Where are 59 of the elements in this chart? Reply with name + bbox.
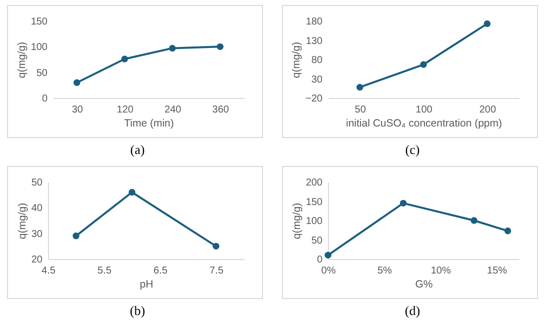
text: (c) (404, 142, 421, 158)
x-tick-label: 5% (377, 266, 392, 276)
point (420, 61, 427, 68)
point (504, 228, 512, 234)
y-tick-label: 0 (316, 254, 323, 266)
y-tick-label: 150 (306, 196, 323, 208)
y-tick-label: 30 (31, 228, 43, 240)
x-tick-label: 240 (164, 104, 182, 116)
x-tick-label: 100 (416, 104, 433, 116)
point (216, 43, 224, 50)
x-tick-label: 0% (321, 266, 336, 276)
y-axis-title: q(mg/g) (290, 42, 303, 78)
y-axis-title: q(mg/g) (290, 202, 303, 240)
y-tick-label: 50 (31, 178, 43, 188)
point (400, 200, 407, 207)
point (470, 217, 478, 224)
x-tick-label: 30 (72, 104, 84, 116)
point (169, 44, 176, 52)
x-tick-label: 4.5 (42, 266, 56, 276)
point (484, 20, 491, 28)
x-axis-title: initial CuSO₄ concentration (ppm) (346, 118, 502, 130)
text: (d) (404, 303, 422, 319)
y-tick-label: 0 (42, 94, 48, 104)
x-tick-label: 10% (430, 266, 451, 276)
y-axis-title: q(mg/g) (16, 202, 28, 240)
y-tick-label: 50 (36, 68, 48, 79)
x-tick-label: 7.5 (210, 266, 224, 276)
y-tick-label: 130 (306, 36, 323, 47)
point (128, 188, 136, 196)
x-tick-label: 15% (487, 266, 508, 276)
y-tick-label: 100 (30, 42, 48, 54)
y-tick-label: 50 (311, 235, 323, 246)
point (72, 232, 80, 240)
y-tick-label: 40 (31, 203, 43, 214)
x-tick-label: 5.5 (98, 266, 112, 276)
y-axis-title: q(mg/g) (16, 42, 28, 78)
x-axis-title: Time (min) (124, 118, 174, 130)
y-tick-label: 150 (30, 16, 48, 28)
y-tick-label: 30 (311, 74, 323, 86)
point (212, 242, 220, 250)
point (324, 252, 332, 258)
text: (b) (128, 303, 146, 319)
y-tick-label: 80 (311, 55, 323, 66)
x-axis-title: pH (140, 278, 154, 290)
x-tick-label: 50 (354, 104, 366, 116)
y-tick-label: 200 (306, 178, 323, 188)
x-tick-label: 200 (479, 104, 496, 116)
point (356, 84, 364, 91)
y-tick-label: 180 (306, 16, 323, 28)
x-tick-label: 6.5 (154, 266, 168, 276)
y-tick-label: 100 (306, 216, 323, 227)
point (121, 56, 128, 62)
point (74, 79, 80, 86)
x-tick-label: 120 (116, 104, 134, 116)
y-tick-label: −20 (306, 94, 323, 104)
text: (a) (129, 142, 146, 158)
x-axis-title: G% (415, 278, 433, 290)
y-tick-label: 20 (31, 254, 43, 266)
x-tick-label: 360 (212, 104, 230, 116)
